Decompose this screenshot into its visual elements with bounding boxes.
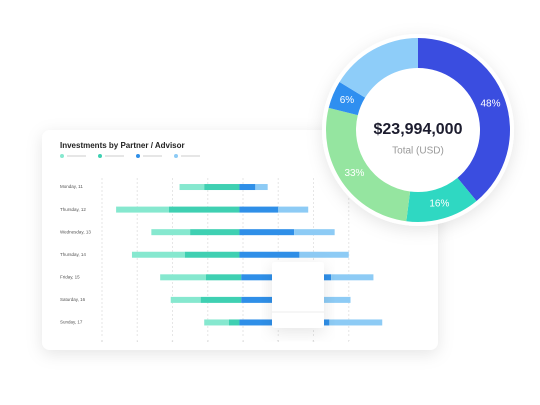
donut-label: 33% [344, 168, 364, 179]
chart-card [42, 130, 438, 350]
bar-segment [179, 184, 205, 191]
bar-segment [151, 229, 191, 236]
donut-segment [339, 38, 418, 98]
x-tick-label: 7 [348, 339, 350, 343]
x-tick-label: 2 [172, 339, 174, 343]
donut-total-label: Total (USD) [392, 146, 444, 157]
bar-segment [329, 319, 383, 326]
x-tick-label: 0 [101, 339, 103, 343]
bar-segment [168, 206, 240, 213]
donut-label: 48% [480, 99, 500, 110]
bar-segment [301, 296, 351, 303]
x-tick-label: 6 [313, 339, 315, 343]
donut-total: $23,994,000 [374, 121, 463, 138]
donut-segment [406, 177, 477, 223]
y-tick-label: Sunday, 17 [60, 320, 83, 325]
donut-label: 16% [429, 199, 449, 210]
bar-segment [239, 184, 256, 191]
bar-segment [278, 206, 309, 213]
bar-segment [299, 251, 349, 258]
bar-segment [239, 251, 300, 258]
donut-label: 6% [340, 95, 355, 106]
bar-segment [160, 274, 206, 281]
bar-segment [239, 206, 279, 213]
donut-chart: 48% 16% 33% 6% [326, 38, 511, 223]
bar-segment [184, 251, 240, 258]
chart-title: Investments by Partner / Advisor [60, 141, 185, 150]
tooltip [272, 262, 324, 328]
legend-marker [136, 154, 140, 158]
bar-segment [228, 319, 240, 326]
bar-segment [255, 184, 268, 191]
x-tick-label: 5 [277, 339, 279, 343]
legend-marker [174, 154, 178, 158]
bar-segment [190, 229, 240, 236]
y-tick-label: Thursday, 12 [60, 207, 86, 212]
bar-segment [204, 319, 229, 326]
bar-segment [116, 206, 169, 213]
tooltip-box [272, 262, 324, 328]
legend [60, 154, 200, 158]
x-tick-label: 1 [136, 339, 138, 343]
bar-segment [131, 251, 185, 258]
y-tick-label: Thursday, 14 [60, 252, 86, 257]
y-tick-label: Saturday, 16 [60, 297, 86, 302]
bar-segment [170, 296, 201, 303]
bar-segment [241, 296, 302, 303]
bar-segment [331, 274, 374, 281]
bar-segment [205, 274, 242, 281]
x-tick-label: 3 [207, 339, 209, 343]
legend-marker [98, 154, 102, 158]
donut-segment [326, 107, 411, 222]
y-tick-label: Friday, 15 [60, 275, 80, 280]
x-tick-label: 4 [242, 339, 244, 343]
bar-segment [204, 184, 240, 191]
bar-segment [200, 296, 242, 303]
donut-segment [328, 81, 366, 116]
legend-marker [60, 154, 64, 158]
bar-segment [294, 229, 335, 236]
y-tick-label: Monday, 11 [60, 184, 83, 189]
y-tick-label: Wednesday, 13 [60, 229, 91, 234]
bar-segment [239, 229, 295, 236]
donut-segment [418, 38, 511, 201]
